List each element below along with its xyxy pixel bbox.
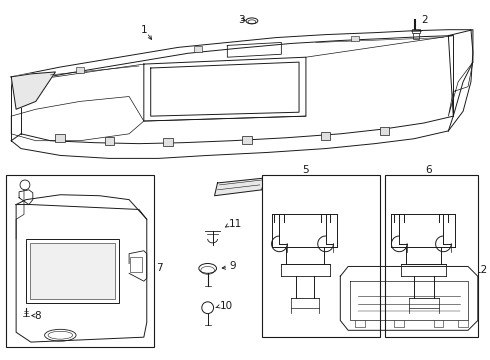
Text: 11: 11 — [229, 219, 243, 229]
Text: 6: 6 — [425, 165, 432, 175]
Bar — [394, 320, 404, 327]
Text: 9: 9 — [229, 261, 236, 271]
Polygon shape — [215, 178, 265, 196]
Text: 8: 8 — [34, 311, 41, 320]
Text: 1: 1 — [141, 25, 147, 35]
Bar — [413, 33, 419, 39]
Bar — [242, 136, 252, 144]
Bar — [26, 239, 119, 303]
Bar — [262, 175, 380, 337]
Bar — [320, 132, 330, 140]
Text: 12: 12 — [475, 265, 488, 275]
Bar — [30, 243, 115, 299]
Bar — [6, 175, 154, 347]
Bar — [104, 137, 114, 145]
Bar — [412, 29, 420, 33]
Bar — [434, 320, 443, 327]
Bar — [458, 320, 468, 327]
Bar — [355, 320, 365, 327]
Bar — [55, 134, 65, 142]
Polygon shape — [11, 72, 55, 109]
Bar — [164, 138, 173, 145]
Text: 2: 2 — [421, 15, 427, 25]
Text: 3: 3 — [239, 15, 245, 25]
Text: 10: 10 — [220, 301, 233, 311]
Bar — [380, 127, 390, 135]
Bar — [194, 46, 202, 52]
Text: 7: 7 — [156, 264, 162, 273]
Text: 4: 4 — [274, 178, 281, 188]
Bar — [76, 67, 84, 73]
Bar — [130, 257, 142, 273]
Bar — [385, 175, 478, 337]
Text: 5: 5 — [303, 165, 309, 175]
Bar — [351, 36, 359, 41]
